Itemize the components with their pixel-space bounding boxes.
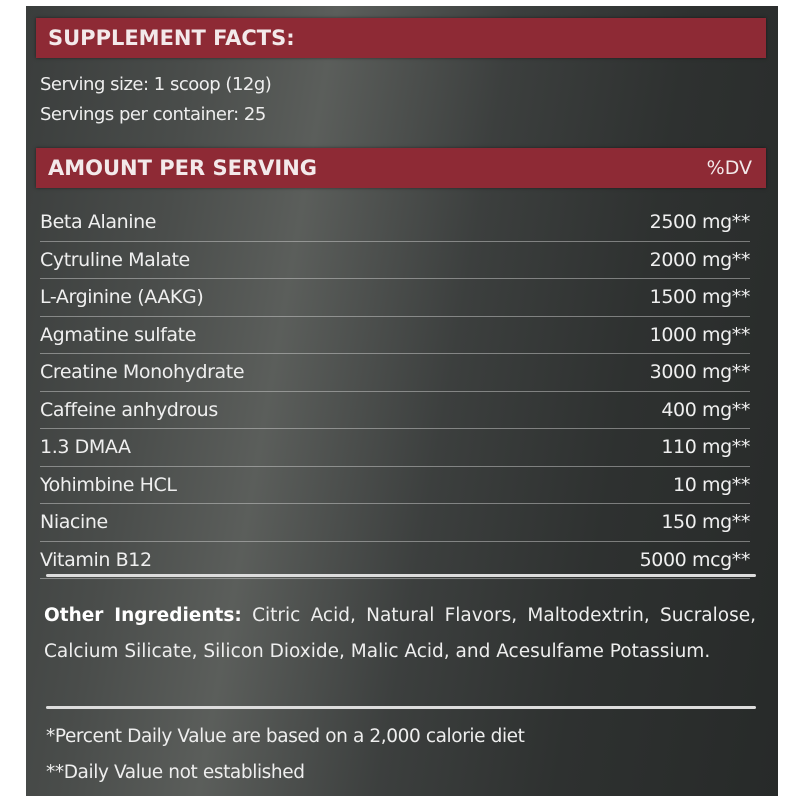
table-row: Cytruline Malate 2000 mg** (40, 242, 751, 279)
ingredient-amount: 150 mg** (661, 511, 750, 533)
footnote-not-established: **Daily Value not established (46, 762, 305, 783)
ingredient-table: Beta Alanine 2500 mg** Cytruline Malate 200… (40, 204, 750, 579)
header-title: SUPPLEMENT FACTS: (48, 26, 295, 50)
ingredient-name: Beta Alanine (40, 211, 157, 233)
divider (46, 706, 756, 709)
ingredient-amount: 2000 mg** (649, 248, 751, 271)
ingredient-amount: 400 mg** (661, 398, 750, 421)
ingredient-name: Vitamin B12 (40, 548, 152, 571)
footnote-daily-value: *Percent Daily Value are based on a 2,00… (46, 726, 525, 747)
other-ingredients-text: Citric Acid, Natural Flavors, Maltodextr… (44, 605, 756, 662)
ingredient-amount: 1000 mg** (649, 323, 751, 346)
table-row: Agmatine sulfate 1000 mg** (40, 317, 751, 354)
supplement-facts-header: SUPPLEMENT FACTS: (36, 18, 766, 58)
ingredient-amount: 1500 mg** (649, 286, 751, 308)
table-row: Beta Alanine 2500 mg** (40, 204, 750, 242)
ingredient-name: Cytruline Malate (40, 248, 190, 271)
divider (46, 574, 756, 577)
ingredient-amount: 5000 mcg** (639, 548, 751, 571)
ingredient-amount: 10 mg** (673, 473, 750, 496)
ingredient-name: 1.3 DMAA (40, 436, 131, 458)
amount-header-label: AMOUNT PER SERVING (48, 156, 318, 180)
other-ingredients: Other Ingredients: Citric Acid, Natural … (44, 598, 756, 670)
other-ingredients-label: Other Ingredients: (44, 605, 242, 626)
supplement-facts-label: SUPPLEMENT FACTS: Serving size: 1 scoop … (26, 6, 778, 796)
table-row: Vitamin B12 5000 mcg** (40, 542, 751, 579)
table-row: Niacine 150 mg** (40, 504, 750, 542)
amount-per-serving-header: AMOUNT PER SERVING %DV (36, 148, 766, 188)
ingredient-amount: 3000 mg** (649, 361, 751, 383)
ingredient-name: L-Arginine (AAKG) (40, 286, 204, 308)
ingredient-name: Caffeine anhydrous (40, 398, 218, 421)
ingredient-amount: 2500 mg** (649, 211, 751, 233)
serving-size: Serving size: 1 scoop (12g) (40, 74, 272, 95)
ingredient-name: Niacine (40, 511, 108, 533)
table-row: L-Arginine (AAKG) 1500 mg** (40, 279, 750, 317)
dv-header-label: %DV (706, 157, 752, 179)
servings-per-container: Servings per container: 25 (40, 104, 266, 125)
ingredient-amount: 110 mg** (661, 436, 750, 458)
table-row: Creatine Monohydrate 3000 mg** (40, 354, 750, 392)
ingredient-name: Creatine Monohydrate (40, 361, 245, 383)
ingredient-name: Yohimbine HCL (40, 473, 177, 496)
table-row: 1.3 DMAA 110 mg** (40, 429, 750, 467)
ingredient-name: Agmatine sulfate (40, 323, 196, 346)
table-row: Yohimbine HCL 10 mg** (40, 467, 750, 504)
table-row: Caffeine anhydrous 400 mg** (40, 392, 750, 429)
